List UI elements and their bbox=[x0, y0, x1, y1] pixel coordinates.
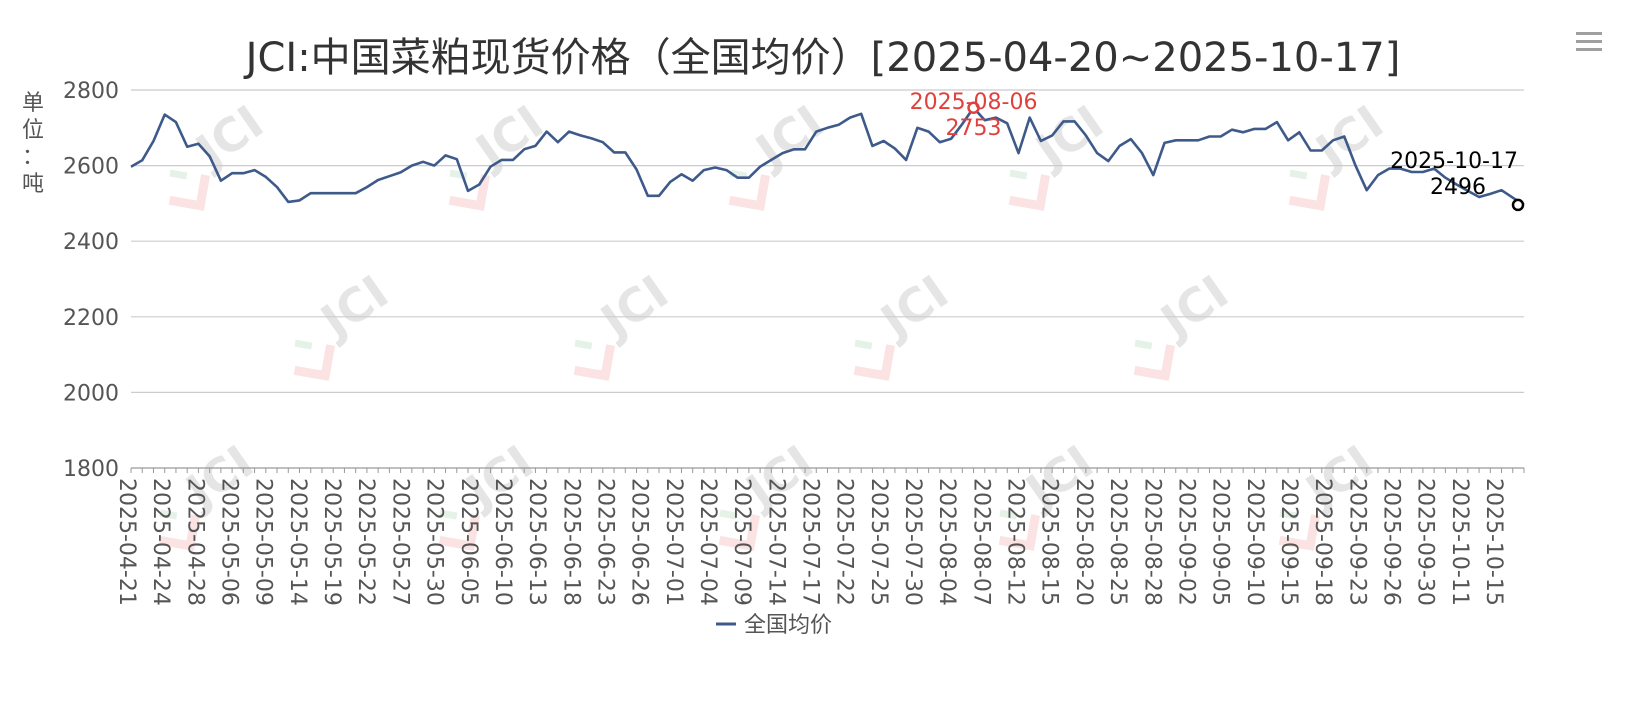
svg-text:JCI: JCI bbox=[744, 95, 833, 180]
x-tick-label: 2025-05-27 bbox=[387, 478, 412, 606]
x-tick-label: 2025-08-15 bbox=[1037, 478, 1062, 606]
x-tick-label: 2025-05-30 bbox=[422, 478, 447, 606]
y-axis-label-char: 位 bbox=[22, 118, 44, 143]
x-tick-label: 2025-09-05 bbox=[1208, 478, 1233, 606]
svg-text:JCI: JCI bbox=[589, 265, 678, 350]
x-tick-label: 2025-07-25 bbox=[866, 478, 891, 606]
legend-label[interactable]: 全国均价 bbox=[744, 613, 832, 638]
x-tick-label: 2025-08-04 bbox=[934, 478, 959, 606]
last-point-date: 2025-10-17 bbox=[1390, 149, 1518, 174]
x-tick-label: 2025-07-22 bbox=[832, 478, 857, 606]
x-tick-label: 2025-06-13 bbox=[524, 478, 549, 606]
x-tick-label: 2025-09-26 bbox=[1378, 478, 1403, 606]
max-point-date: 2025-08-06 bbox=[910, 90, 1038, 115]
x-tick-label: 2025-09-18 bbox=[1310, 478, 1335, 606]
svg-text:JCI: JCI bbox=[869, 265, 958, 350]
svg-text:JCI: JCI bbox=[309, 265, 398, 350]
x-tick-label: 2025-10-11 bbox=[1447, 478, 1472, 606]
x-tick-label: 2025-08-20 bbox=[1071, 478, 1096, 606]
x-tick-label: 2025-08-28 bbox=[1139, 478, 1164, 606]
x-tick-label: 2025-04-24 bbox=[148, 478, 173, 606]
x-tick-label: 2025-07-17 bbox=[798, 478, 823, 606]
chart-title: JCI:中国菜粕现货价格（全国均价）[2025-04-20~2025-10-17… bbox=[243, 35, 1401, 81]
x-tick-label: 2025-05-14 bbox=[285, 478, 310, 606]
y-tick-label: 1800 bbox=[63, 457, 119, 482]
svg-text:JCI: JCI bbox=[1149, 265, 1238, 350]
x-tick-label: 2025-08-12 bbox=[1003, 478, 1028, 606]
x-tick-label: 2025-05-22 bbox=[353, 478, 378, 606]
x-tick-label: 2025-07-14 bbox=[763, 478, 788, 606]
x-tick-label: 2025-09-15 bbox=[1276, 478, 1301, 606]
series-layer bbox=[130, 106, 1525, 206]
x-tick-label: 2025-05-19 bbox=[319, 478, 344, 606]
x-tick-label: 2025-08-25 bbox=[1105, 478, 1130, 606]
x-tick-label: 2025-08-07 bbox=[968, 478, 993, 606]
x-tick-label: 2025-09-02 bbox=[1173, 478, 1198, 606]
watermark: JCI bbox=[293, 265, 398, 381]
watermark: JCI bbox=[168, 95, 273, 211]
x-tick-label: 2025-06-26 bbox=[627, 478, 652, 606]
x-tick-label: 2025-10-15 bbox=[1481, 478, 1506, 606]
y-axis-label-char: ： bbox=[22, 145, 44, 170]
y-tick-label: 2600 bbox=[63, 155, 119, 180]
y-tick-label: 2800 bbox=[63, 79, 119, 104]
grid bbox=[131, 89, 1524, 469]
max-point-marker bbox=[967, 101, 980, 115]
x-tick-label: 2025-09-10 bbox=[1242, 478, 1267, 606]
max-point-value: 2753 bbox=[946, 116, 1002, 141]
x-tick-label: 2025-07-30 bbox=[900, 478, 925, 606]
x-tick-label: 2025-07-01 bbox=[661, 478, 686, 606]
x-tick-label: 2025-06-18 bbox=[558, 478, 583, 606]
svg-text:JCI: JCI bbox=[464, 95, 553, 180]
series-line bbox=[130, 106, 1525, 206]
y-tick-label: 2400 bbox=[63, 230, 119, 255]
x-tick-label: 2025-09-30 bbox=[1413, 478, 1438, 606]
legend[interactable]: 全国均价 bbox=[716, 613, 832, 638]
watermark: JCI bbox=[573, 265, 678, 381]
watermark: JCI bbox=[728, 95, 833, 211]
x-axis: 2025-04-21 2025-04-24 2025-04-28 2025-05-06… bbox=[114, 468, 1525, 606]
x-tick-label: 2025-09-23 bbox=[1344, 478, 1369, 606]
x-tick-label: 2025-05-09 bbox=[251, 478, 276, 606]
y-axis-label: 单位：吨 bbox=[22, 91, 44, 197]
watermark: JCI bbox=[1288, 95, 1393, 211]
last-point-value: 2496 bbox=[1430, 175, 1486, 200]
y-tick-label: 2200 bbox=[63, 306, 119, 331]
x-tick-label: 2025-04-28 bbox=[182, 478, 207, 606]
x-tick-label: 2025-06-05 bbox=[456, 478, 481, 606]
x-tick-label: 2025-04-21 bbox=[114, 478, 139, 606]
menu-icon[interactable] bbox=[1576, 32, 1602, 51]
x-tick-label: 2025-05-06 bbox=[217, 478, 242, 606]
y-tick-label: 2000 bbox=[63, 381, 119, 406]
last-point-marker bbox=[1511, 198, 1525, 212]
x-tick-label: 2025-07-09 bbox=[729, 478, 754, 606]
watermark: JCI bbox=[1133, 265, 1238, 381]
y-axis-label-char: 吨 bbox=[22, 172, 44, 197]
x-tick-label: 2025-06-10 bbox=[490, 478, 515, 606]
x-tick-label: 2025-07-04 bbox=[695, 478, 720, 606]
svg-text:JCI: JCI bbox=[184, 95, 273, 180]
watermark: JCI bbox=[853, 265, 958, 381]
y-axis: 2800 2600 2400 2200 2000 1800 bbox=[63, 79, 119, 482]
svg-text:JCI: JCI bbox=[1304, 95, 1393, 180]
y-axis-label-char: 单 bbox=[22, 91, 44, 116]
x-tick-label: 2025-06-23 bbox=[592, 478, 617, 606]
